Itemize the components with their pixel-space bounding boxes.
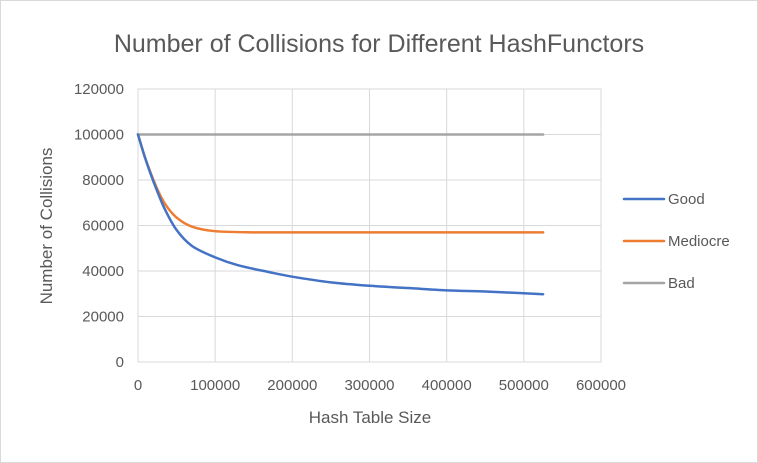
legend: Good Mediocre Bad <box>622 191 730 292</box>
y-tick-label: 120000 <box>74 81 124 98</box>
chart-title: Number of Collisions for Different HashF… <box>114 30 644 58</box>
x-tick-label: 300000 <box>344 377 394 394</box>
x-tick-label: 600000 <box>576 377 626 394</box>
y-axis-title: Number of Collisions <box>37 148 56 305</box>
x-tick-label: 100000 <box>190 377 240 394</box>
x-tick-label: 200000 <box>267 377 317 394</box>
x-tick-labels: 0 100000 200000 300000 400000 500000 600000 <box>134 377 626 394</box>
legend-label-good: Good <box>668 191 705 208</box>
y-tick-label: 80000 <box>82 172 124 189</box>
plot-border <box>137 88 602 363</box>
series-line-mediocre <box>136 133 545 234</box>
series-line-good <box>136 133 545 296</box>
y-tick-label: 0 <box>116 354 124 371</box>
y-tick-labels: 0 20000 40000 60000 80000 100000 120000 <box>74 81 124 371</box>
legend-label-bad: Bad <box>668 275 695 292</box>
x-tick-label: 500000 <box>499 377 549 394</box>
series-lines <box>136 133 545 296</box>
y-tick-label: 60000 <box>82 218 124 235</box>
y-tick-label: 20000 <box>82 309 124 326</box>
legend-label-mediocre: Mediocre <box>668 233 730 250</box>
gridlines <box>137 88 602 363</box>
x-axis-title: Hash Table Size <box>309 408 432 427</box>
y-tick-label: 100000 <box>74 127 124 144</box>
y-tick-label: 40000 <box>82 263 124 280</box>
x-tick-label: 0 <box>134 377 142 394</box>
x-tick-label: 400000 <box>422 377 472 394</box>
